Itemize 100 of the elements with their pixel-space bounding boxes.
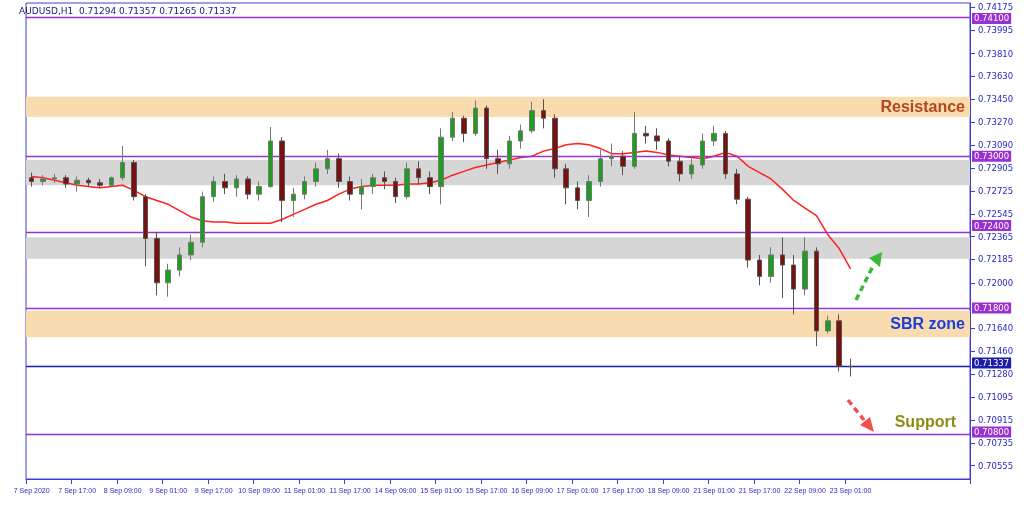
candlestick xyxy=(109,175,114,188)
candlestick xyxy=(734,168,740,205)
candlestick xyxy=(700,132,705,170)
candlestick xyxy=(291,187,296,218)
y-tick-label: 0.71640 xyxy=(978,323,1014,334)
candlestick xyxy=(791,254,796,315)
candlestick xyxy=(52,173,57,184)
candlestick xyxy=(347,175,353,201)
candlestick xyxy=(200,191,205,248)
ref-line-label: 0.70800 xyxy=(974,426,1010,437)
y-tick-label: 0.72905 xyxy=(978,163,1014,174)
candlestick xyxy=(165,263,171,298)
ref-line-label: 0.74100 xyxy=(974,13,1010,24)
band-label: SBR zone xyxy=(890,315,966,333)
candlestick xyxy=(40,174,46,186)
candlestick xyxy=(268,126,273,189)
annotation: Support xyxy=(894,413,957,431)
y-tick-label: 0.72725 xyxy=(978,185,1014,196)
candlestick xyxy=(575,181,580,210)
candlestick xyxy=(507,135,512,170)
candlestick xyxy=(359,178,364,210)
y-tick-label: 0.71095 xyxy=(978,392,1014,403)
ref-line-label: 0.73000 xyxy=(974,151,1010,162)
y-tick-label: 0.70735 xyxy=(978,437,1014,448)
candlestick xyxy=(563,163,569,205)
candlestick xyxy=(529,101,535,134)
candlestick xyxy=(745,196,751,269)
ref-line-label: 0.71800 xyxy=(974,303,1010,314)
candlestick xyxy=(313,162,319,188)
candlestick xyxy=(29,172,34,188)
candlestick xyxy=(74,175,80,193)
candlestick xyxy=(814,246,819,347)
candlestick xyxy=(256,181,262,201)
candlestick xyxy=(131,159,137,201)
y-tick-label: 0.72545 xyxy=(978,208,1014,219)
y-tick-label: 0.73630 xyxy=(978,71,1014,82)
band-label: Resistance xyxy=(880,98,966,116)
y-tick-label: 0.73270 xyxy=(978,117,1014,127)
candlestick xyxy=(370,173,376,195)
candlestick xyxy=(620,150,626,176)
candlestick xyxy=(438,127,444,205)
candlestick xyxy=(654,127,660,151)
candlestick xyxy=(609,143,614,167)
y-tick-label: 0.72000 xyxy=(978,277,1014,288)
candlestick xyxy=(780,236,785,299)
candlestick xyxy=(461,115,467,143)
candlestick xyxy=(768,246,774,284)
candlestick xyxy=(177,246,182,277)
candlestick xyxy=(63,174,69,189)
candlestick xyxy=(836,313,842,372)
candlestick xyxy=(245,175,251,200)
y-tick-label: 0.73995 xyxy=(978,25,1014,36)
candlestick xyxy=(302,175,307,200)
candlestick xyxy=(382,170,387,190)
line-series xyxy=(30,142,852,270)
candlestick xyxy=(336,153,342,189)
ref-line-label: 0.72400 xyxy=(974,220,1010,231)
candlestick xyxy=(723,130,728,180)
y-tick-label: 0.73450 xyxy=(978,94,1014,105)
candlestick xyxy=(211,175,216,203)
y-tick-label: 0.72365 xyxy=(978,231,1014,242)
chart-title: AUDUSD,H1 0.71294 0.71357 0.71265 0.71337 xyxy=(19,5,237,16)
candlestick xyxy=(632,111,637,170)
candlestick xyxy=(450,111,455,142)
candlestick xyxy=(802,236,808,296)
y-tick-label: 0.72185 xyxy=(978,254,1014,265)
candlestick xyxy=(234,174,239,198)
candlestick xyxy=(518,124,523,150)
candlestick xyxy=(154,231,160,296)
candlestick xyxy=(484,105,489,170)
candlestick xyxy=(495,149,501,175)
candlestick xyxy=(86,177,91,188)
y-tick-label: 0.74175 xyxy=(978,2,1014,13)
candlestick xyxy=(404,162,410,200)
candlestick xyxy=(120,145,125,181)
candlestick xyxy=(279,136,285,223)
candlestick xyxy=(689,158,694,180)
candlestick xyxy=(586,174,592,218)
y-tick-label: 0.73810 xyxy=(978,48,1014,59)
candlestick xyxy=(711,125,717,147)
candlestick xyxy=(143,193,148,267)
candlestick xyxy=(222,173,228,195)
y-tick-label: 0.73090 xyxy=(978,139,1014,150)
candlestick xyxy=(757,254,762,286)
candlestick xyxy=(416,160,421,185)
candlestick xyxy=(325,149,330,175)
candlestick xyxy=(552,113,558,179)
y-tick-label: 0.71460 xyxy=(978,346,1014,357)
candlestick xyxy=(848,358,853,377)
candlestick xyxy=(643,125,649,145)
y-tick-label: 0.70555 xyxy=(978,460,1014,471)
candlestick xyxy=(97,178,103,189)
y-tick-label: 0.71280 xyxy=(978,368,1014,379)
candlestick xyxy=(473,99,478,137)
y-tick-label: 0.70915 xyxy=(978,415,1014,426)
candlestick xyxy=(677,155,683,182)
ref-line-label: 0.71337 xyxy=(974,357,1010,368)
candlestick xyxy=(541,98,546,129)
candlestick xyxy=(598,149,603,188)
candlestick xyxy=(188,234,194,261)
